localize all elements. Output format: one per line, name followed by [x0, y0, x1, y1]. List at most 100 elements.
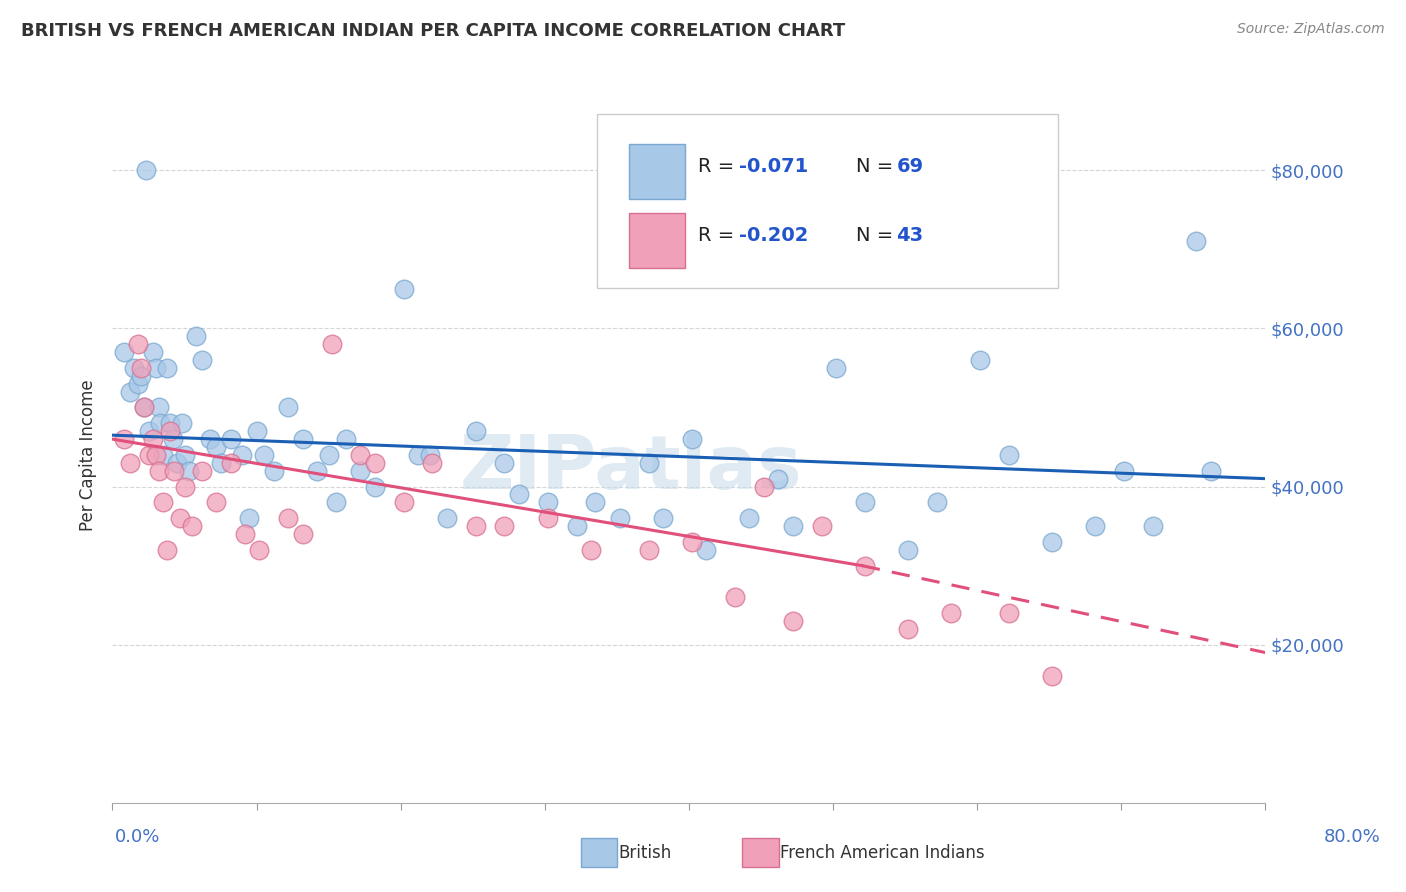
Point — [464, 424, 486, 438]
Point — [156, 542, 179, 557]
Point — [118, 384, 141, 399]
Point — [724, 591, 747, 605]
Point — [738, 511, 761, 525]
Point — [219, 432, 242, 446]
Point — [134, 401, 156, 415]
Point — [406, 448, 429, 462]
Point — [681, 535, 703, 549]
Point — [152, 495, 174, 509]
Point — [162, 432, 184, 446]
Point — [263, 464, 285, 478]
Point — [142, 432, 165, 446]
Y-axis label: Per Capita Income: Per Capita Income — [79, 379, 97, 531]
Point — [205, 440, 228, 454]
Point — [897, 542, 920, 557]
Point — [335, 432, 357, 446]
Point — [180, 519, 202, 533]
Point — [231, 448, 253, 462]
Text: Source: ZipAtlas.com: Source: ZipAtlas.com — [1237, 22, 1385, 37]
Point — [853, 558, 876, 573]
Point — [173, 448, 195, 462]
Point — [205, 495, 228, 509]
Point — [349, 464, 371, 478]
Point — [969, 353, 991, 368]
Point — [810, 519, 832, 533]
Text: British: British — [619, 844, 672, 862]
Point — [1040, 669, 1063, 683]
Point — [112, 432, 135, 446]
Point — [142, 345, 165, 359]
Point — [941, 606, 963, 620]
Point — [145, 448, 167, 462]
Point — [392, 495, 415, 509]
Point — [825, 361, 848, 376]
Point — [609, 511, 631, 525]
Point — [129, 368, 153, 383]
Point — [392, 282, 415, 296]
Point — [422, 456, 444, 470]
Point — [148, 401, 170, 415]
Text: R =: R = — [699, 227, 741, 245]
FancyBboxPatch shape — [628, 144, 686, 199]
Point — [249, 542, 271, 557]
Point — [897, 622, 920, 636]
Point — [291, 527, 314, 541]
Point — [1114, 464, 1136, 478]
Point — [695, 542, 717, 557]
Point — [277, 401, 299, 415]
Point — [1199, 464, 1222, 478]
Point — [138, 448, 160, 462]
Point — [159, 424, 181, 438]
Point — [583, 495, 606, 509]
Point — [1142, 519, 1164, 533]
Point — [112, 345, 135, 359]
Point — [537, 495, 560, 509]
Point — [436, 511, 458, 525]
Point — [419, 448, 441, 462]
Point — [579, 542, 602, 557]
Point — [565, 519, 588, 533]
Text: -0.202: -0.202 — [738, 227, 808, 245]
Point — [184, 329, 207, 343]
Text: 69: 69 — [897, 157, 924, 176]
Point — [149, 417, 172, 431]
Point — [253, 448, 276, 462]
Point — [127, 337, 149, 351]
Text: ZIPatlas: ZIPatlas — [460, 433, 803, 506]
Point — [494, 456, 516, 470]
Point — [238, 511, 260, 525]
Point — [464, 519, 486, 533]
Point — [782, 519, 804, 533]
Point — [1185, 235, 1208, 249]
Point — [191, 464, 214, 478]
Text: N =: N = — [856, 157, 900, 176]
Point — [122, 361, 145, 376]
Point — [209, 456, 232, 470]
Point — [127, 376, 149, 391]
Text: N =: N = — [856, 227, 900, 245]
Point — [325, 495, 347, 509]
Text: -0.071: -0.071 — [738, 157, 808, 176]
Point — [159, 417, 181, 431]
Point — [925, 495, 948, 509]
Point — [364, 456, 387, 470]
Point — [853, 495, 876, 509]
FancyBboxPatch shape — [596, 114, 1057, 288]
Point — [156, 361, 179, 376]
Point — [233, 527, 256, 541]
Point — [652, 511, 675, 525]
Point — [129, 361, 153, 376]
Point — [681, 432, 703, 446]
Point — [134, 401, 156, 415]
Point — [152, 448, 174, 462]
Point — [637, 456, 659, 470]
Point — [173, 479, 195, 493]
Point — [768, 472, 790, 486]
Point — [200, 432, 222, 446]
Text: 0.0%: 0.0% — [115, 828, 160, 846]
Point — [752, 479, 775, 493]
Point — [1084, 519, 1107, 533]
Point — [291, 432, 314, 446]
Text: BRITISH VS FRENCH AMERICAN INDIAN PER CAPITA INCOME CORRELATION CHART: BRITISH VS FRENCH AMERICAN INDIAN PER CA… — [21, 22, 845, 40]
FancyBboxPatch shape — [628, 213, 686, 268]
